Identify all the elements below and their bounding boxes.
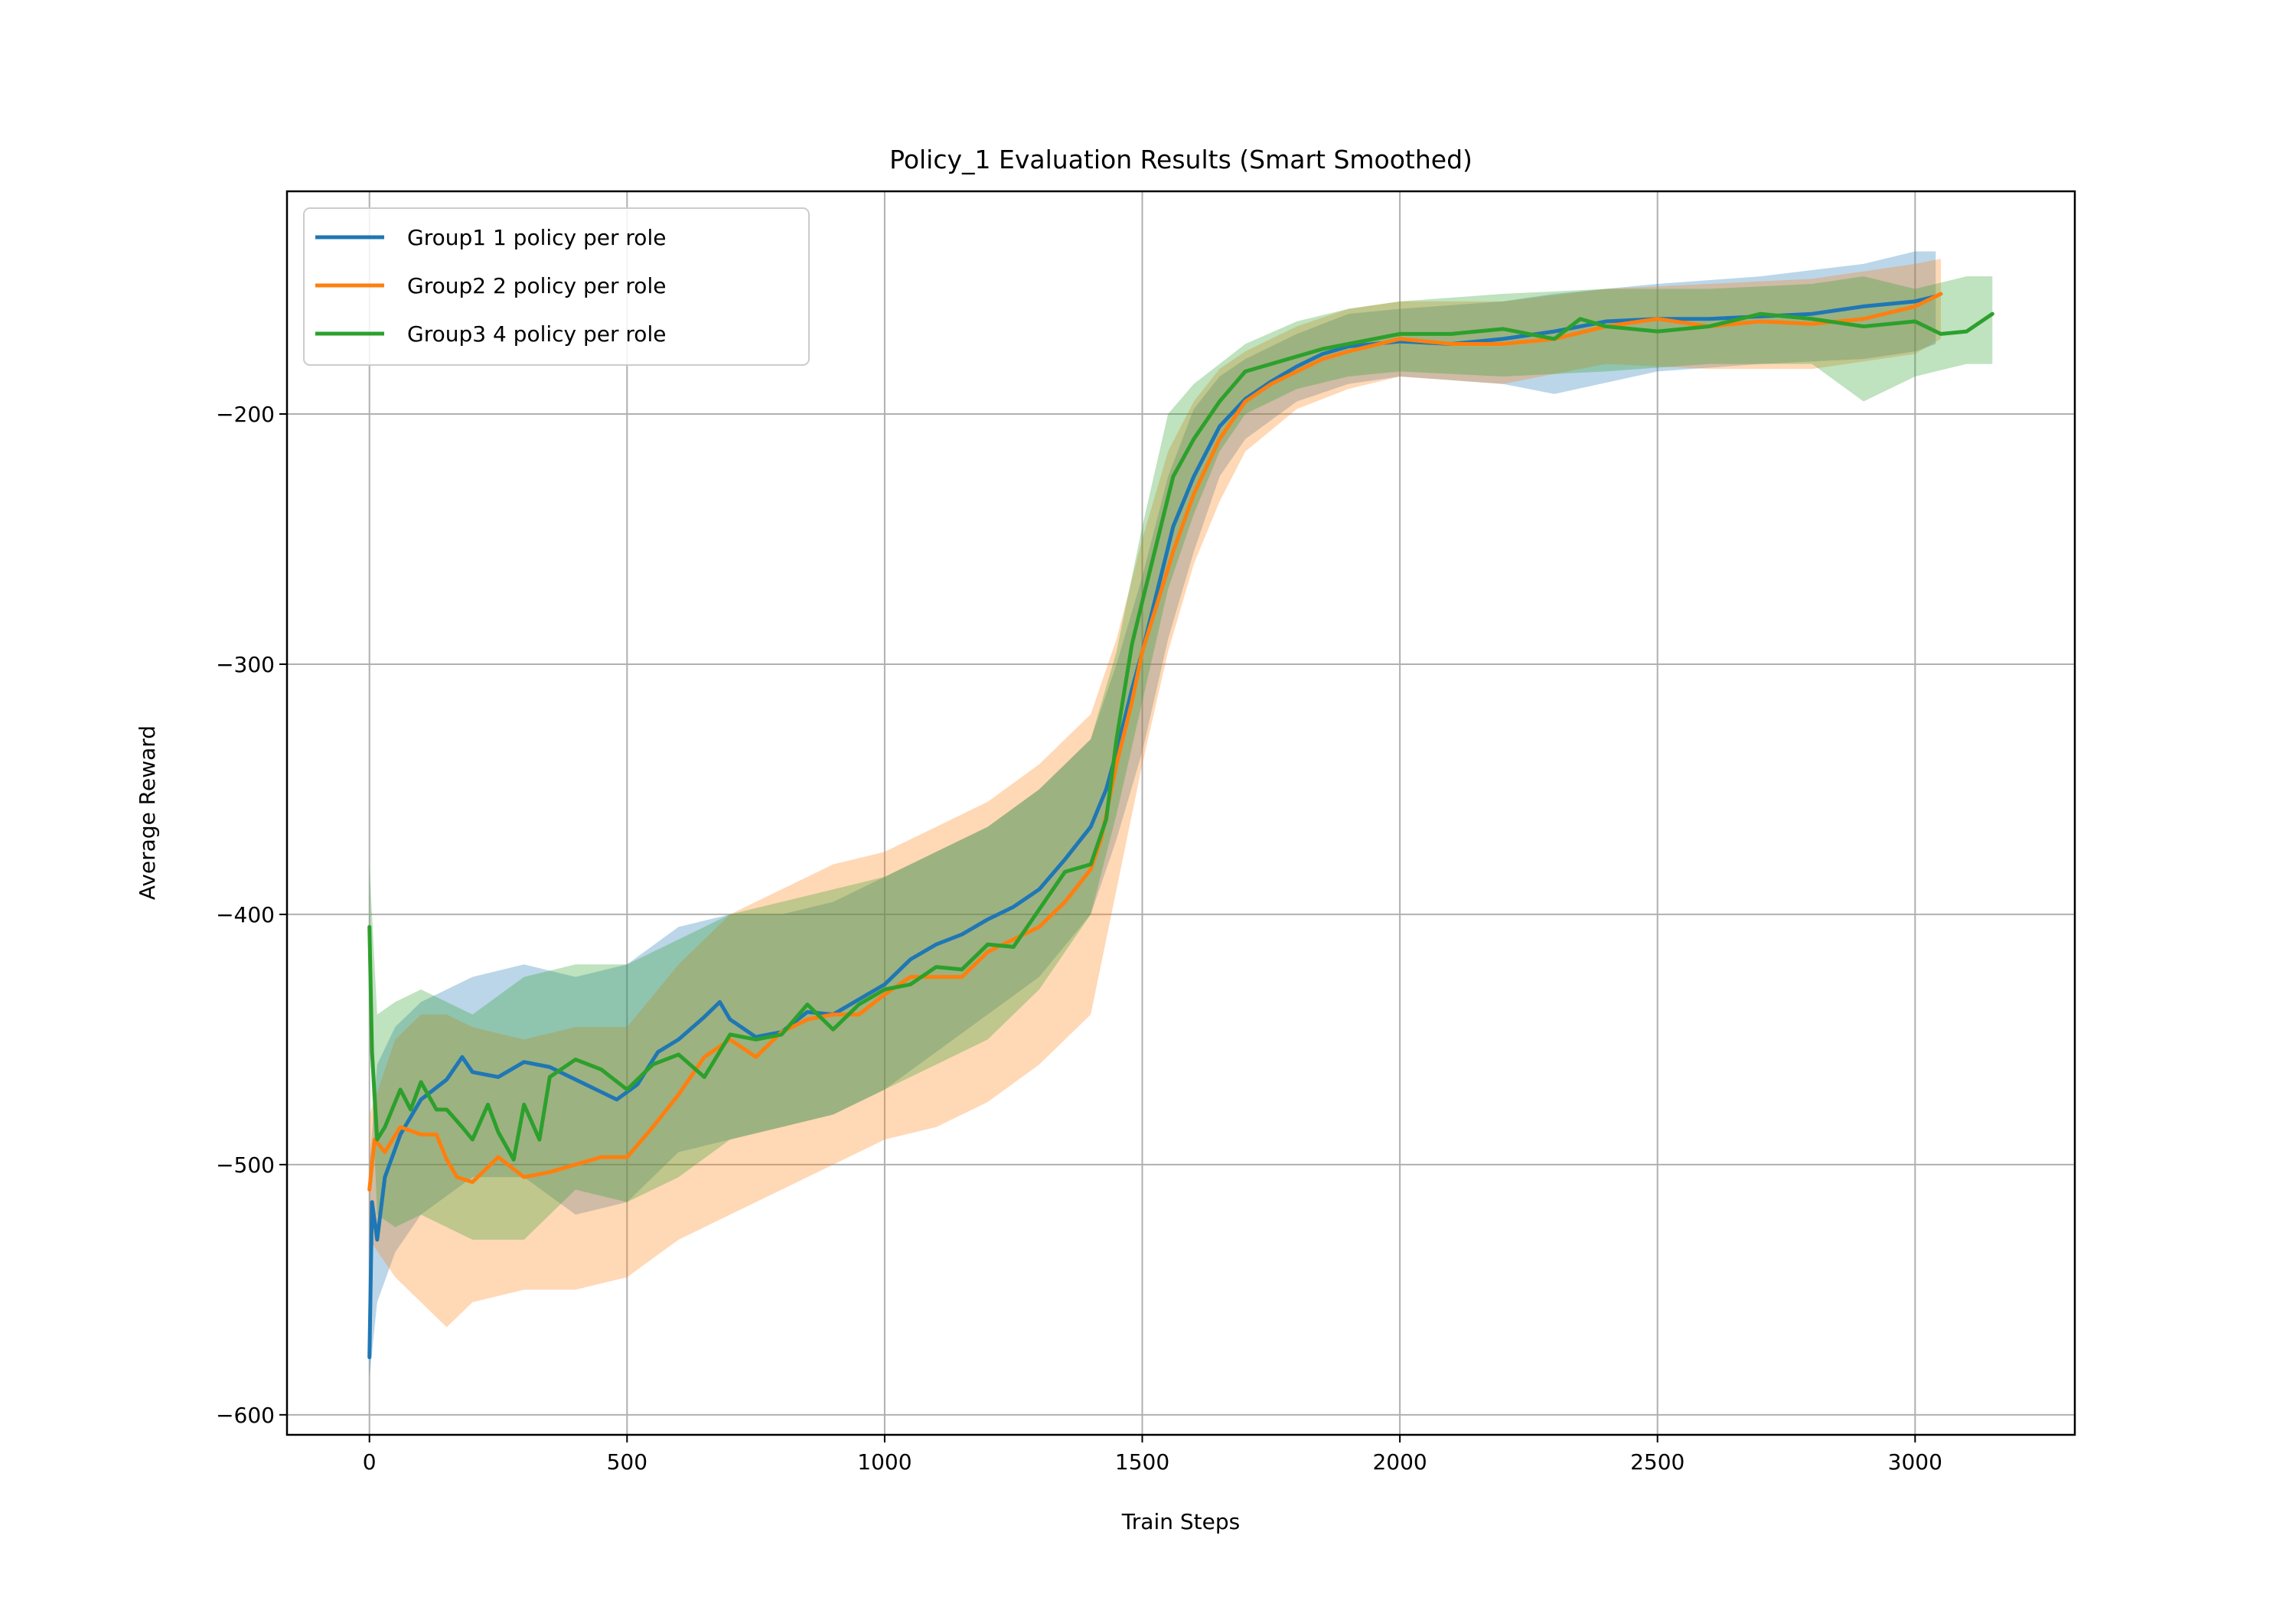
x-tick-label: 2500: [1630, 1449, 1684, 1475]
x-tick-label: 1000: [857, 1449, 912, 1475]
legend: Group1 1 policy per role Group2 2 policy …: [303, 207, 810, 366]
series-band-2: [369, 259, 1941, 1328]
y-tick-label: −400: [216, 902, 275, 927]
x-axis-label: Train Steps: [1121, 1509, 1240, 1534]
x-axis-ticks: 0 500 1000 1500 2000 2500 3000: [363, 1435, 1942, 1475]
x-tick-label: 3000: [1888, 1449, 1942, 1475]
legend-label-1: Group1 1 policy per role: [407, 225, 666, 250]
grid-lines: [287, 191, 2075, 1435]
y-tick-label: −500: [216, 1152, 275, 1178]
x-tick-label: 1500: [1115, 1449, 1169, 1475]
plot-frame: [285, 190, 2076, 1436]
y-axis-ticks: −600 −500 −400 −300 −200: [216, 402, 287, 1428]
legend-label-2: Group2 2 policy per role: [407, 273, 666, 298]
legend-box: [303, 207, 810, 366]
chart-title: Policy_1 Evaluation Results (Smart Smoot…: [889, 145, 1473, 174]
x-tick-label: 0: [363, 1449, 377, 1475]
series-band-3: [369, 276, 1993, 1240]
series-lines: [367, 292, 1994, 1360]
confidence-bands: [369, 251, 1993, 1377]
y-tick-label: −200: [216, 402, 275, 427]
x-tick-label: 500: [607, 1449, 647, 1475]
series-band-1: [369, 251, 1936, 1377]
y-tick-label: −600: [216, 1403, 275, 1428]
legend-label-3: Group3 4 policy per role: [407, 321, 666, 347]
y-axis-label: Average Reward: [135, 725, 160, 900]
x-tick-label: 2000: [1372, 1449, 1427, 1475]
y-tick-label: −300: [216, 652, 275, 677]
series-line-3: [367, 311, 1994, 1162]
